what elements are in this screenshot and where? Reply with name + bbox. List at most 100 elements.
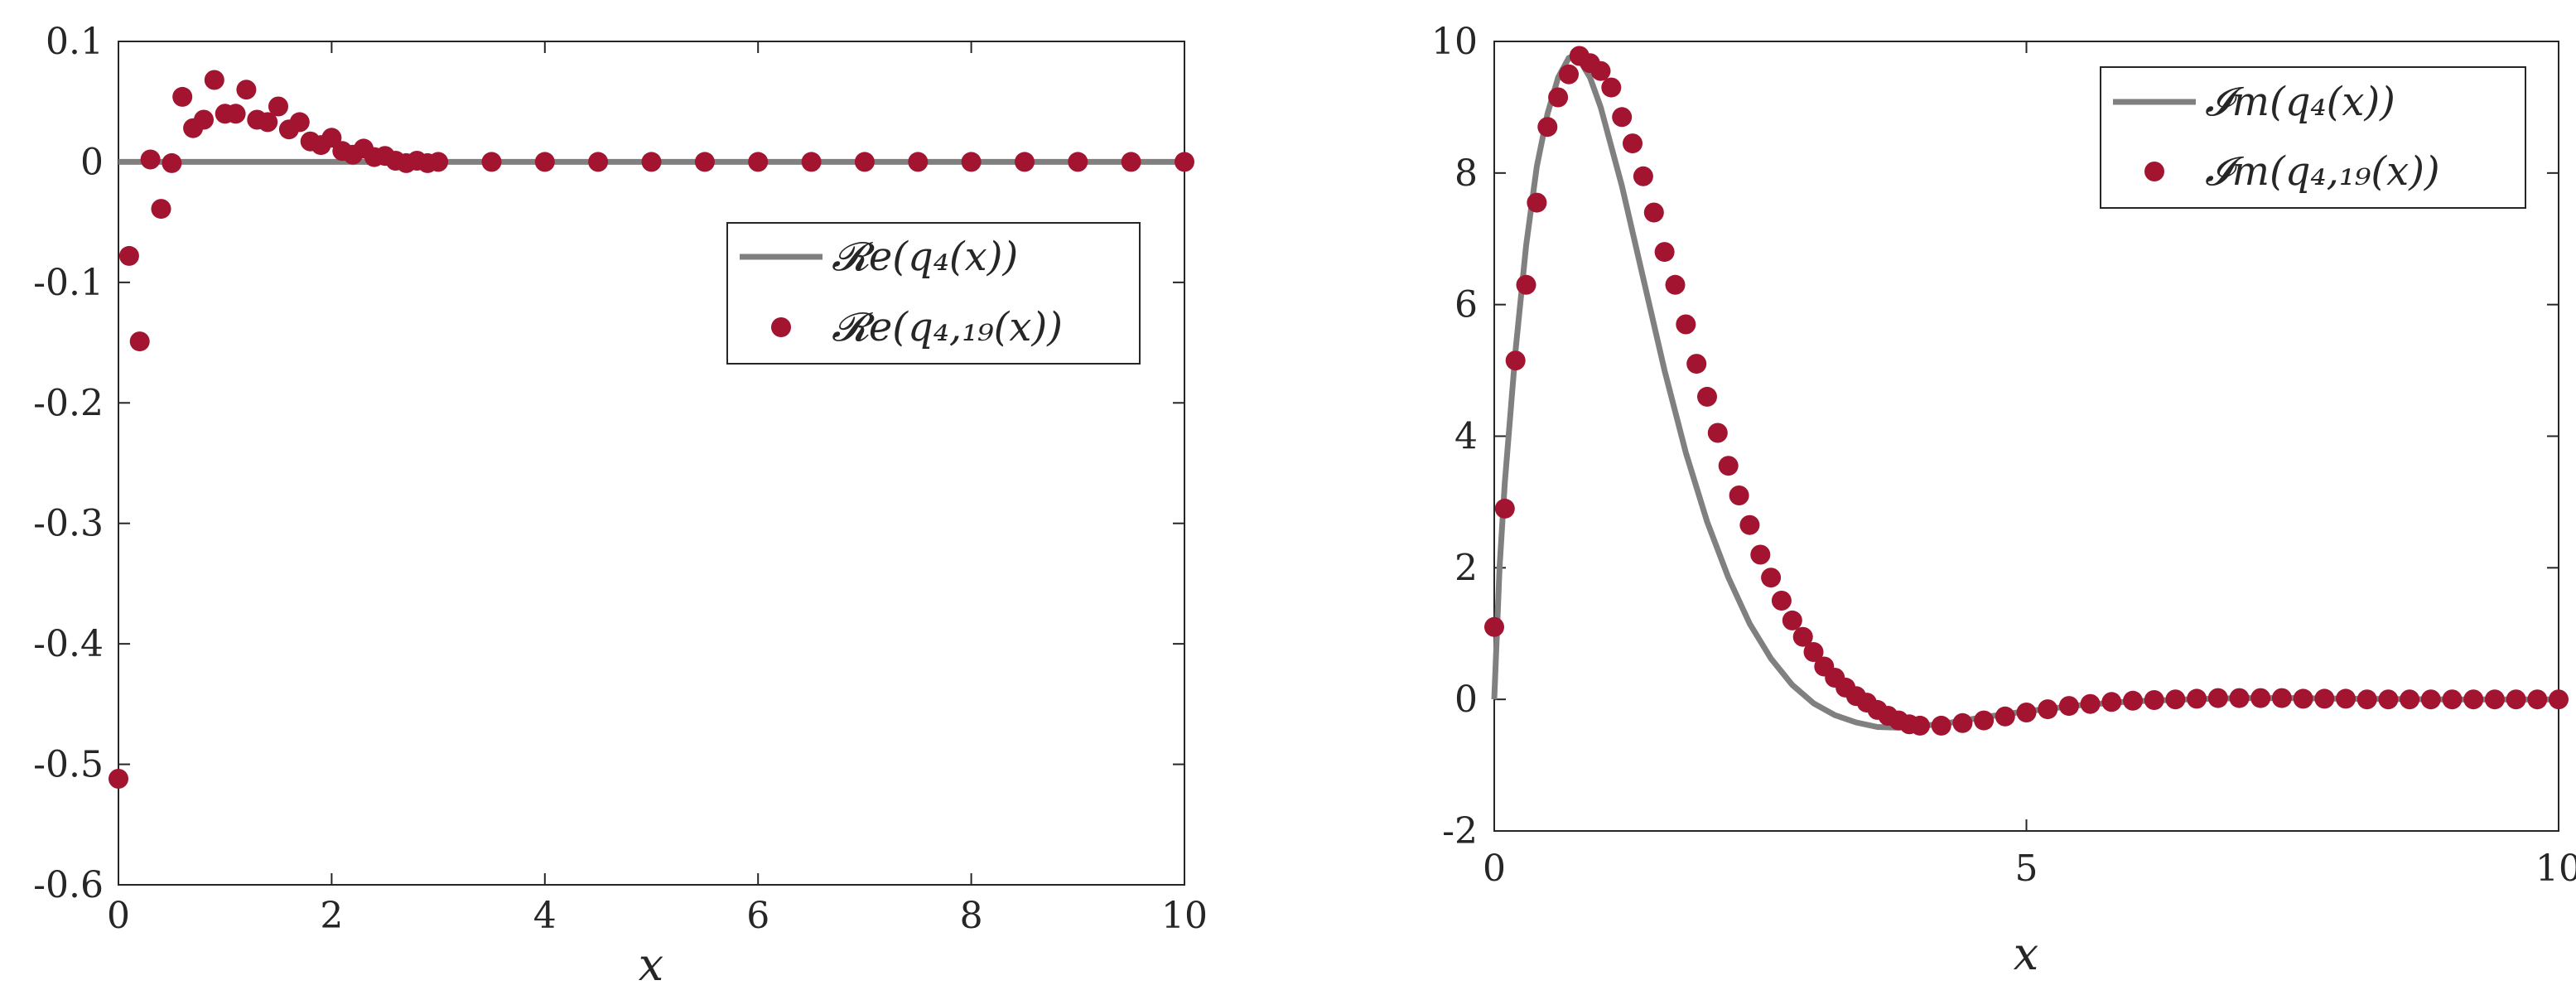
data-point <box>1633 166 1653 186</box>
data-point <box>1068 152 1088 172</box>
x-tick-label: 6 <box>746 895 769 937</box>
data-point <box>258 112 278 133</box>
y-tick-label: 4 <box>1454 416 1478 458</box>
data-point <box>1548 87 1569 108</box>
y-tick-label: 10 <box>1431 21 1478 63</box>
left-legend-marker-swatch <box>771 317 791 337</box>
data-point <box>2506 689 2526 710</box>
data-point <box>140 149 161 170</box>
right-legend: 𝓘m(q₄(x)) 𝓘m(q₄,₁₉(x)) <box>2100 66 2526 209</box>
data-point <box>2314 688 2335 709</box>
left-legend-label-model: 𝓡e(q₄(x)) <box>832 234 1018 280</box>
data-point <box>118 245 139 266</box>
y-tick-label: -0.4 <box>33 623 104 665</box>
data-point <box>1974 710 1995 731</box>
data-point <box>1676 314 1696 335</box>
data-point <box>801 152 822 172</box>
y-tick-label: 2 <box>1454 547 1478 589</box>
data-point <box>588 152 609 172</box>
y-tick-label: -0.2 <box>33 382 104 424</box>
data-point <box>2484 689 2505 710</box>
left-x-axis-label: x <box>639 939 663 991</box>
right-x-axis-ticks: 0 5 10 <box>1483 41 2576 890</box>
left-chart: 0 2 4 6 8 10 0.1 0 -0.1 -0.2 -0.3 -0.4 -0.5 -0.6 x 𝓡… <box>33 21 1208 991</box>
data-point <box>2549 689 2569 710</box>
data-point <box>1590 60 1611 81</box>
data-point <box>1761 568 1782 588</box>
x-tick-label: 2 <box>320 895 343 937</box>
data-point <box>1718 456 1739 476</box>
data-point <box>321 128 342 148</box>
data-point <box>694 152 715 172</box>
x-tick-label: 10 <box>1161 895 1208 937</box>
data-point <box>2400 689 2420 710</box>
data-point <box>2293 688 2313 709</box>
y-tick-label: 0 <box>80 141 104 183</box>
data-point <box>2250 688 2271 708</box>
left-legend-label-samples: 𝓡e(q₄,₁₉(x)) <box>832 304 1063 350</box>
data-point <box>1537 117 1558 138</box>
data-point <box>1175 152 1194 172</box>
data-point <box>1527 192 1547 213</box>
data-point <box>908 152 929 172</box>
data-point <box>194 109 214 130</box>
data-point <box>1665 274 1686 295</box>
data-point <box>2378 689 2399 710</box>
data-point <box>1707 423 1728 443</box>
data-point <box>162 152 182 173</box>
x-tick-label: 0 <box>1483 848 1506 890</box>
x-tick-label: 5 <box>2015 848 2038 890</box>
data-point <box>641 152 662 172</box>
data-point <box>2527 689 2548 710</box>
y-tick-label: -2 <box>1442 810 1478 853</box>
data-point <box>225 104 246 124</box>
data-point <box>1686 354 1707 374</box>
y-tick-label: -0.1 <box>33 262 104 304</box>
data-point <box>109 769 128 789</box>
y-tick-label: -0.3 <box>33 503 104 545</box>
data-point <box>1931 715 1951 736</box>
data-point <box>2463 689 2484 710</box>
data-point <box>172 86 193 107</box>
data-point <box>1612 107 1633 128</box>
data-point <box>1910 715 1930 736</box>
right-legend-label-samples: 𝓘m(q₄,₁₉(x)) <box>2205 148 2440 195</box>
x-tick-label: 10 <box>2535 848 2576 890</box>
data-point <box>1516 274 1536 295</box>
left-legend-box <box>726 222 1141 365</box>
data-point <box>1729 485 1749 505</box>
data-point <box>2357 689 2377 710</box>
data-point <box>1623 133 1643 154</box>
data-point <box>1654 242 1675 263</box>
data-point <box>2271 688 2292 708</box>
data-point <box>481 152 502 172</box>
right-legend-label-model: 𝓘m(q₄(x)) <box>2205 79 2395 125</box>
data-point <box>961 152 982 172</box>
data-point <box>1121 152 1141 172</box>
right-legend-marker-swatch <box>2144 162 2164 181</box>
right-series-group <box>1484 46 2569 736</box>
data-point <box>2101 692 2122 712</box>
data-point <box>2144 690 2164 710</box>
left-plot-area <box>118 41 1185 886</box>
data-point <box>1803 642 1824 662</box>
left-y-axis-ticks: 0.1 0 -0.1 -0.2 -0.3 -0.4 -0.5 -0.6 <box>33 21 1184 906</box>
data-point <box>854 152 875 172</box>
data-point <box>1559 64 1579 85</box>
y-tick-label: 0 <box>1454 679 1478 721</box>
right-y-axis-ticks: 10 8 6 4 2 0 -2 <box>1431 21 2559 853</box>
data-point <box>2038 699 2058 720</box>
data-point <box>1484 616 1504 637</box>
x-tick-label: 4 <box>533 895 557 937</box>
data-point <box>2336 688 2356 709</box>
data-point <box>2420 689 2441 710</box>
left-x-axis-ticks: 0 2 4 6 8 10 <box>107 41 1208 937</box>
data-point <box>534 152 555 172</box>
data-point <box>2080 693 2101 714</box>
y-tick-label: -0.5 <box>33 744 104 786</box>
data-point <box>1750 544 1771 565</box>
data-point <box>2442 689 2463 710</box>
x-tick-label: 0 <box>107 895 130 937</box>
